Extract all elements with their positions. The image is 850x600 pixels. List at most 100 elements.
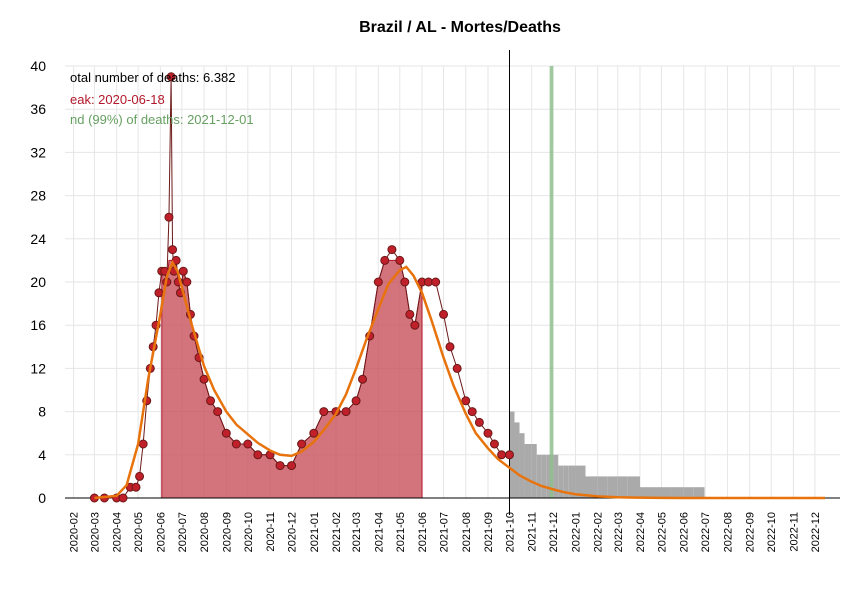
- forecast-bar: [597, 476, 608, 498]
- forecast-bar: [607, 476, 618, 498]
- daily-point: [380, 255, 390, 265]
- daily-point: [387, 245, 397, 255]
- daily-point: [131, 482, 141, 492]
- daily-point: [483, 428, 493, 438]
- forecast-bar: [531, 444, 537, 498]
- daily-point: [231, 439, 241, 449]
- x-tick-label: 2021-09: [483, 512, 495, 552]
- forecast-bar: [563, 465, 569, 498]
- daily-point: [405, 309, 415, 319]
- forecast-bar: [683, 487, 694, 498]
- fitted-curve: [94, 259, 825, 500]
- daily-point: [341, 407, 351, 417]
- x-tick-label: 2021-05: [395, 512, 407, 552]
- daily-point: [489, 439, 499, 449]
- y-tick-label: 20: [30, 274, 46, 290]
- y-tick-label: 24: [30, 231, 46, 247]
- daily-point: [445, 342, 455, 352]
- forecast-bar: [627, 476, 640, 498]
- x-tick-label: 2020-12: [287, 512, 299, 552]
- daily-point: [431, 277, 441, 287]
- daily-point: [410, 320, 420, 330]
- y-tick-label: 12: [30, 360, 46, 376]
- x-tick-label: 2022-02: [593, 512, 605, 552]
- daily-point: [168, 245, 178, 255]
- daily-point: [138, 439, 148, 449]
- daily-point: [243, 439, 253, 449]
- daily-point: [213, 407, 223, 417]
- annotation-peak: eak: 2020-06-18: [70, 92, 165, 107]
- x-tick-label: 2022-08: [722, 512, 734, 552]
- y-tick-label: 36: [30, 101, 46, 117]
- forecast-bar: [536, 454, 542, 498]
- daily-point: [439, 309, 449, 319]
- forecast-bar: [524, 444, 532, 498]
- annotation-end: nd (99%) of deaths: 2021-12-01: [70, 112, 254, 127]
- x-tick-label: 2021-06: [417, 512, 429, 552]
- x-tick-label: 2022-10: [766, 512, 778, 552]
- daily-point: [221, 428, 231, 438]
- x-tick-label: 2021-01: [309, 512, 321, 552]
- daily-point: [474, 417, 484, 427]
- x-tick-label: 2020-02: [69, 512, 81, 552]
- daily-point: [199, 374, 209, 384]
- daily-point: [206, 396, 216, 406]
- x-tick-label: 2020-08: [199, 512, 211, 552]
- daily-point: [358, 374, 368, 384]
- daily-point: [319, 407, 329, 417]
- x-tick-label: 2021-08: [461, 512, 473, 552]
- forecast-bar: [541, 454, 547, 498]
- x-tick-label: 2021-02: [331, 512, 343, 552]
- y-tick-label: 40: [30, 58, 46, 74]
- daily-point: [287, 461, 297, 471]
- daily-point: [166, 72, 176, 82]
- daily-point: [309, 428, 319, 438]
- daily-point: [373, 277, 383, 287]
- forecast-bar: [650, 487, 662, 498]
- daily-point: [297, 439, 307, 449]
- x-tick-label: 2022-05: [656, 512, 668, 552]
- daily-point: [275, 461, 285, 471]
- x-tick-label: 2022-01: [570, 512, 582, 552]
- x-tick-label: 2021-11: [527, 512, 539, 552]
- x-tick-label: 2020-07: [177, 512, 189, 552]
- forecast-bar: [693, 487, 705, 498]
- daily-point: [182, 277, 192, 287]
- y-tick-label: 4: [38, 447, 46, 463]
- x-tick-label: 2020-10: [243, 512, 255, 552]
- daily-point: [118, 493, 128, 503]
- daily-point: [154, 288, 164, 298]
- fitted-path: [94, 259, 825, 500]
- x-tick-label: 2021-10: [504, 512, 516, 552]
- x-tick-label: 2022-04: [635, 512, 647, 552]
- x-tick-label: 2022-06: [679, 512, 691, 552]
- x-tick-label: 2020-05: [133, 512, 145, 552]
- daily-point: [395, 255, 405, 265]
- x-tick-label: 2022-11: [788, 512, 800, 552]
- x-tick-label: 2021-04: [373, 512, 385, 552]
- x-tick-label: 2020-04: [112, 512, 124, 552]
- daily-point: [135, 471, 145, 481]
- daily-deaths-points: [89, 72, 514, 503]
- y-tick-label: 0: [38, 490, 46, 506]
- forecast-bar: [671, 487, 684, 498]
- daily-point: [178, 266, 188, 276]
- daily-point: [497, 450, 507, 460]
- x-tick-label: 2020-09: [221, 512, 233, 552]
- x-tick-label: 2020-11: [265, 512, 277, 552]
- forecast-bar: [558, 465, 564, 498]
- forecast-bar: [568, 465, 576, 498]
- x-tick-label: 2022-07: [700, 512, 712, 552]
- daily-point: [452, 363, 462, 373]
- x-tick-labels: 2020-02 2020-03 2020-04 2020-05 2020-06 2020-…: [69, 512, 822, 552]
- chart-title: Brazil / AL - Mortes/Deaths: [359, 19, 561, 36]
- x-tick-label: 2021-12: [548, 512, 560, 552]
- end-band-rect: [549, 66, 554, 498]
- y-tick-label: 32: [30, 144, 46, 160]
- forecast-bar: [617, 476, 628, 498]
- x-tick-label: 2021-03: [351, 512, 363, 552]
- daily-point: [400, 277, 410, 287]
- end-band: [549, 66, 554, 498]
- annotation-total: otal number of deaths: 6.382: [70, 70, 236, 85]
